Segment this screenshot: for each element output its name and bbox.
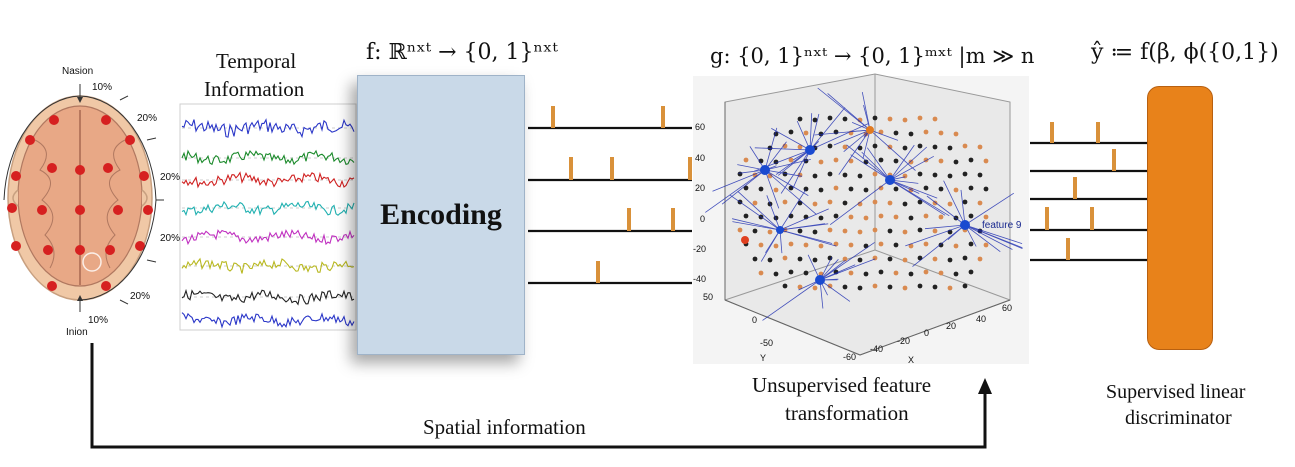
feature-spikes: [1045, 122, 1116, 260]
spatial-info-arrow: [90, 343, 992, 449]
reservoir-3d-plot: [693, 73, 1029, 364]
encoding-label: Encoding: [380, 198, 502, 231]
transform-formula: g: {0, 1}ⁿˣᵗ → {0, 1}ᵐˣᵗ |m ≫ n: [710, 44, 1035, 68]
transform-caption-line2: transformation: [785, 401, 909, 425]
encoding-block: Encoding: [357, 75, 525, 355]
y-tick: 0: [752, 315, 758, 325]
transform-caption-line1: Unsupervised feature: [752, 373, 932, 397]
x-tick: 20: [946, 321, 957, 331]
y-axis-label: Y: [760, 353, 767, 363]
eeg-trace: [181, 229, 355, 246]
encoded-spikes: [551, 106, 692, 283]
x-tick: 60: [1002, 303, 1013, 313]
eeg-trace: [181, 171, 355, 189]
brain-head-icon: [7, 95, 153, 301]
pct-top-label: 10%: [92, 82, 113, 93]
x-tick: 0: [924, 328, 930, 338]
eeg-trace: [181, 257, 355, 274]
eeg-trace: [181, 149, 355, 166]
temporal-title-line1: Temporal: [216, 49, 297, 73]
feature-spike-lines: [1030, 141, 1147, 262]
eeg-trace: [181, 118, 355, 139]
pct-bottom-label: 10%: [88, 315, 109, 326]
eeg-trace: [181, 200, 355, 217]
y-tick: -50: [760, 338, 774, 348]
x-tick: -40: [870, 344, 884, 354]
feature-label: feature 9: [982, 220, 1022, 231]
nasion-label: Nasion: [62, 66, 94, 77]
electrode-spacing-arcs: [3, 84, 164, 312]
discriminator-formula: ŷ ≔ f(β, ϕ({0,1}): [1091, 40, 1279, 65]
eeg-trace: [181, 312, 355, 329]
z-tick: 60: [695, 122, 706, 132]
x-tick: -20: [897, 336, 911, 346]
pct-right-upper-label: 20%: [137, 113, 158, 124]
z-tick: 40: [695, 153, 706, 163]
temporal-title-line2: Information: [204, 77, 305, 101]
linear-discriminator-block: [1147, 86, 1213, 350]
y-tick: 50: [703, 292, 714, 302]
electrode-dots: [7, 115, 153, 291]
z-tick: -40: [693, 274, 707, 284]
eeg-traces-panel: [179, 103, 357, 331]
discriminator-caption-line1: Supervised linear: [1106, 381, 1246, 403]
pct-left-mid-label: 20%: [160, 233, 181, 244]
z-tick: -20: [693, 244, 707, 254]
encoder-formula: f: ℝⁿˣᵗ → {0, 1}ⁿˣᵗ: [366, 40, 558, 65]
x-axis-label: X: [908, 355, 915, 365]
pct-right-lower-label: 20%: [130, 291, 151, 302]
inion-label: Inion: [66, 327, 88, 338]
x-tick: -60: [843, 352, 857, 362]
discriminator-caption-line2: discriminator: [1125, 407, 1232, 429]
x-tick: 40: [976, 314, 987, 324]
pct-left-upper-label: 20%: [160, 172, 181, 183]
eeg-trace: [181, 288, 355, 306]
encoded-spike-lines: [528, 126, 692, 285]
z-tick: 20: [695, 183, 706, 193]
z-tick: 0: [700, 214, 706, 224]
spatial-info-label: Spatial information: [423, 415, 586, 439]
